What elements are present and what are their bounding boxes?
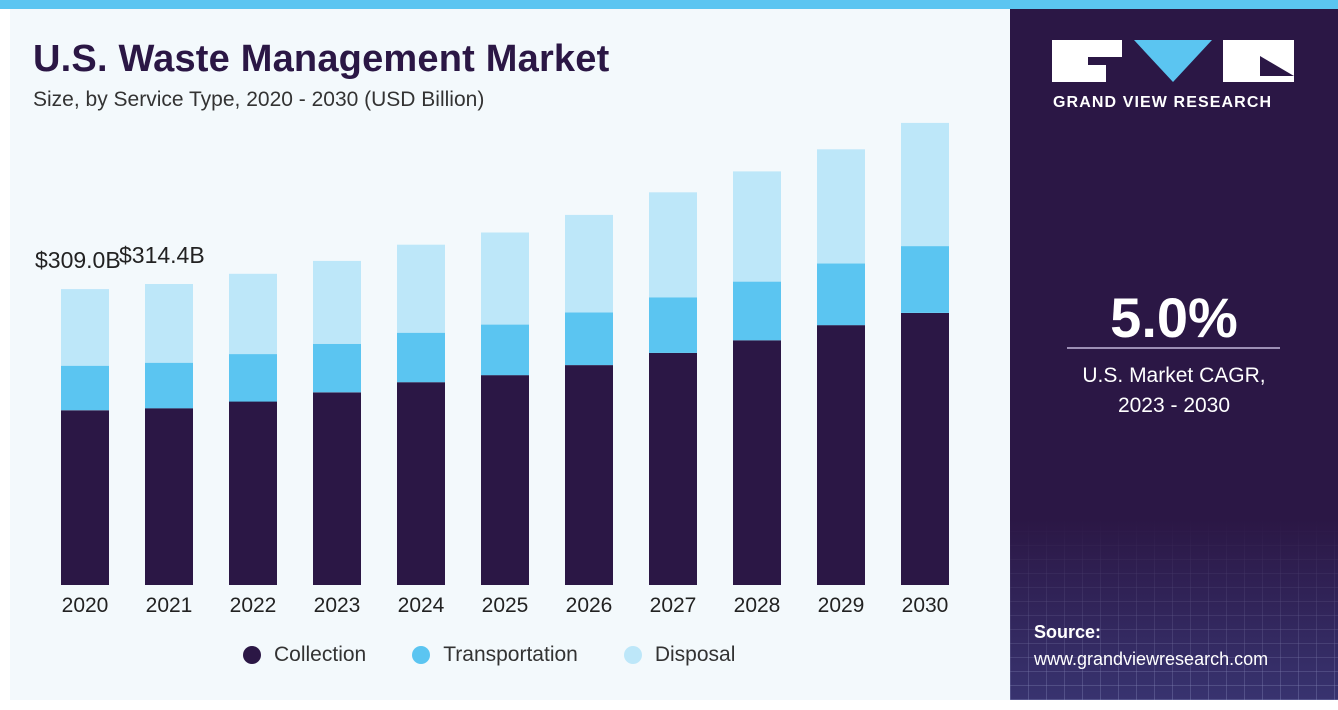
- x-tick-label-2023: 2023: [314, 594, 361, 617]
- side-panel: GRAND VIEW RESEARCH 5.0% U.S. Market CAG…: [1010, 9, 1338, 700]
- cagr-divider: [1067, 347, 1280, 349]
- bar-disposal-2025: [481, 232, 529, 325]
- data-label-2021: $314.4B: [119, 242, 205, 268]
- bar-disposal-2029: [817, 149, 865, 264]
- gvr-logo-icon: [1052, 40, 1294, 82]
- bar-transportation-2026: [565, 312, 613, 366]
- bar-transportation-2023: [313, 343, 361, 393]
- bar-transportation-2024: [397, 332, 445, 383]
- x-tick-label-2030: 2030: [902, 594, 949, 617]
- bar-disposal-2028: [733, 171, 781, 282]
- source-label: Source:: [1034, 622, 1102, 642]
- bar-disposal-2026: [565, 214, 613, 313]
- legend-label-disposal: Disposal: [654, 643, 736, 666]
- bar-collection-2024: [397, 382, 445, 585]
- x-tick-label-2027: 2027: [650, 594, 697, 617]
- legend: Collection Transportation Disposal: [243, 643, 781, 667]
- cagr-label: U.S. Market CAGR, 2023 - 2030: [1010, 361, 1338, 421]
- bar-transportation-2025: [481, 324, 529, 376]
- legend-label-transportation: Transportation: [443, 643, 578, 666]
- bar-transportation-2021: [145, 362, 193, 409]
- x-tick-label-2026: 2026: [566, 594, 613, 617]
- bar-collection-2025: [481, 375, 529, 585]
- bar-disposal-2021: [145, 284, 193, 363]
- x-tick-label-2020: 2020: [62, 594, 109, 617]
- bar-disposal-2023: [313, 260, 361, 344]
- chart-subtitle: Size, by Service Type, 2020 - 2030 (USD …: [33, 88, 485, 111]
- data-label-2020: $309.0B: [35, 247, 121, 273]
- bar-chart: 2020 2021 2022 2023 2024 2025 2026 2027 2028 2029…: [35, 122, 949, 617]
- bar-collection-2026: [565, 365, 613, 585]
- cagr-label-line1: U.S. Market CAGR,: [1082, 364, 1266, 387]
- x-tick-label-2025: 2025: [482, 594, 529, 617]
- bar-collection-2028: [733, 340, 781, 585]
- top-accent-strip: [0, 0, 1338, 9]
- bar-disposal-2027: [649, 192, 697, 298]
- legend-item-transportation: Transportation: [412, 643, 578, 667]
- brand-name: GRAND VIEW RESEARCH: [1053, 94, 1273, 111]
- bar-collection-2027: [649, 352, 697, 585]
- bar-transportation-2029: [817, 263, 865, 326]
- bar-transportation-2022: [229, 354, 277, 402]
- grid-background: [1010, 520, 1338, 700]
- bar-disposal-2030: [901, 122, 949, 247]
- legend-swatch-collection: [243, 646, 261, 664]
- legend-swatch-transportation: [412, 646, 431, 664]
- x-tick-label-2024: 2024: [398, 594, 445, 617]
- bar-disposal-2022: [229, 273, 277, 354]
- bar-disposal-2020: [61, 289, 109, 366]
- bar-collection-2030: [901, 313, 949, 585]
- bar-collection-2029: [817, 325, 865, 585]
- bar-transportation-2027: [649, 297, 697, 353]
- legend-item-disposal: Disposal: [623, 643, 736, 667]
- x-tick-label-2021: 2021: [146, 594, 193, 617]
- bar-disposal-2024: [397, 244, 445, 333]
- bar-collection-2020: [61, 410, 109, 585]
- x-tick-label-2029: 2029: [818, 594, 865, 617]
- x-tick-label-2022: 2022: [230, 594, 277, 617]
- x-tick-label-2028: 2028: [734, 594, 781, 617]
- source-url[interactable]: www.grandviewresearch.com: [1034, 649, 1269, 669]
- legend-item-collection: Collection: [243, 643, 366, 667]
- legend-swatch-disposal: [623, 646, 642, 664]
- bar-collection-2022: [229, 401, 277, 585]
- bar-collection-2021: [145, 408, 193, 585]
- legend-label-collection: Collection: [274, 643, 367, 666]
- bar-transportation-2020: [61, 365, 109, 411]
- cagr-label-line2: 2023 - 2030: [1117, 394, 1231, 417]
- cagr-value: 5.0%: [1110, 286, 1238, 349]
- bar-transportation-2030: [901, 246, 949, 313]
- chart-title: U.S. Waste Management Market: [33, 38, 610, 80]
- bar-transportation-2028: [733, 281, 781, 341]
- bar-collection-2023: [313, 392, 361, 585]
